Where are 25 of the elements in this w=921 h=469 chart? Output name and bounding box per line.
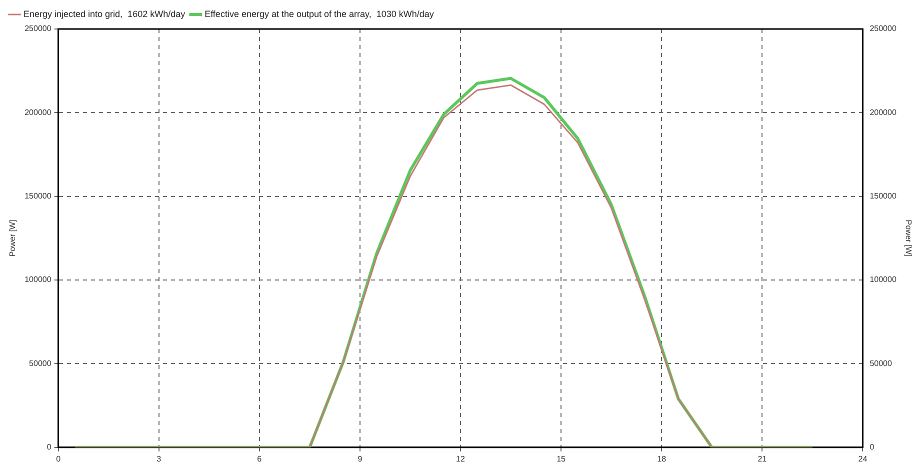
y2-tick-label: 250000 [870, 24, 897, 34]
y2-tick-label: 50000 [870, 358, 892, 368]
legend-label: Effective energy at the output of the array, 1030 kWh/day [204, 8, 434, 19]
y-axis-title: Power [W] [8, 220, 18, 257]
x-tick-label: 21 [758, 454, 768, 464]
y2-axis-title: Power [W] [904, 220, 913, 257]
y-tick-label: 200000 [24, 108, 52, 117]
y-tick-label: 0 [46, 442, 52, 452]
x-tick-label: 15 [556, 454, 566, 464]
x-tick-label: 9 [358, 454, 363, 464]
legend-label: Energy injected into grid, 1602 kWh/day [24, 8, 186, 19]
x-tick-label: 0 [56, 454, 62, 464]
y2-tick-label: 150000 [870, 192, 897, 201]
y-tick-label: 100000 [24, 275, 52, 284]
x-tick-label: 18 [657, 454, 667, 464]
y-tick-label: 150000 [24, 192, 52, 201]
y2-tick-label: 100000 [870, 275, 897, 284]
y-tick-label: 50000 [29, 358, 52, 368]
y-tick-label: 250000 [24, 24, 52, 34]
y2-tick-label: 200000 [870, 108, 897, 117]
x-tick-label: 6 [257, 454, 262, 464]
x-tick-label: 12 [456, 454, 466, 464]
y2-tick-label: 0 [870, 442, 875, 452]
x-tick-label: 24 [858, 454, 868, 464]
x-tick-label: 3 [156, 454, 162, 464]
